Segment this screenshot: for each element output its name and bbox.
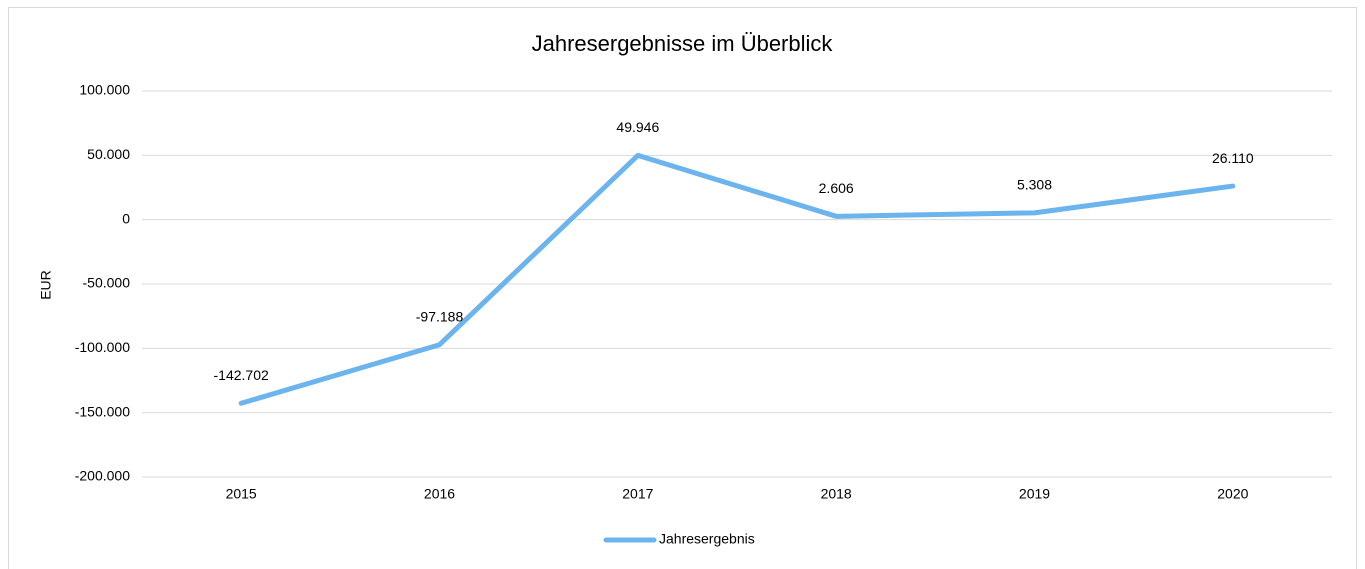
data-label: -142.702 (214, 367, 269, 383)
data-label: 5.308 (1017, 177, 1052, 193)
x-tick-label: 2019 (1019, 486, 1050, 502)
y-tick-label: 50.000 (87, 146, 130, 162)
x-tick-label: 2015 (226, 486, 257, 502)
x-tick-label: 2017 (622, 486, 653, 502)
data-label: 26.110 (1212, 150, 1254, 166)
data-label: -97.188 (416, 308, 464, 324)
data-label: 49.946 (616, 119, 659, 135)
y-tick-label: -50.000 (83, 275, 131, 291)
x-tick-label: 2016 (424, 486, 455, 502)
series-line (238, 152, 1236, 406)
chart-frame (8, 7, 1357, 569)
y-tick-label: 100.000 (79, 82, 130, 98)
data-label: 2.606 (819, 180, 854, 196)
y-tick-label: -150.000 (75, 403, 130, 419)
y-tick-label: -200.000 (75, 468, 130, 484)
y-tick-label: -100.000 (75, 339, 130, 355)
legend-label: Jahresergebnis (659, 531, 755, 547)
y-axis-label: EUR (38, 270, 54, 300)
x-tick-label: 2018 (821, 486, 852, 502)
y-tick-label: 0 (122, 210, 130, 226)
chart-title: Jahresergebnisse im Überblick (532, 31, 834, 56)
x-tick-label: 2020 (1217, 486, 1248, 502)
